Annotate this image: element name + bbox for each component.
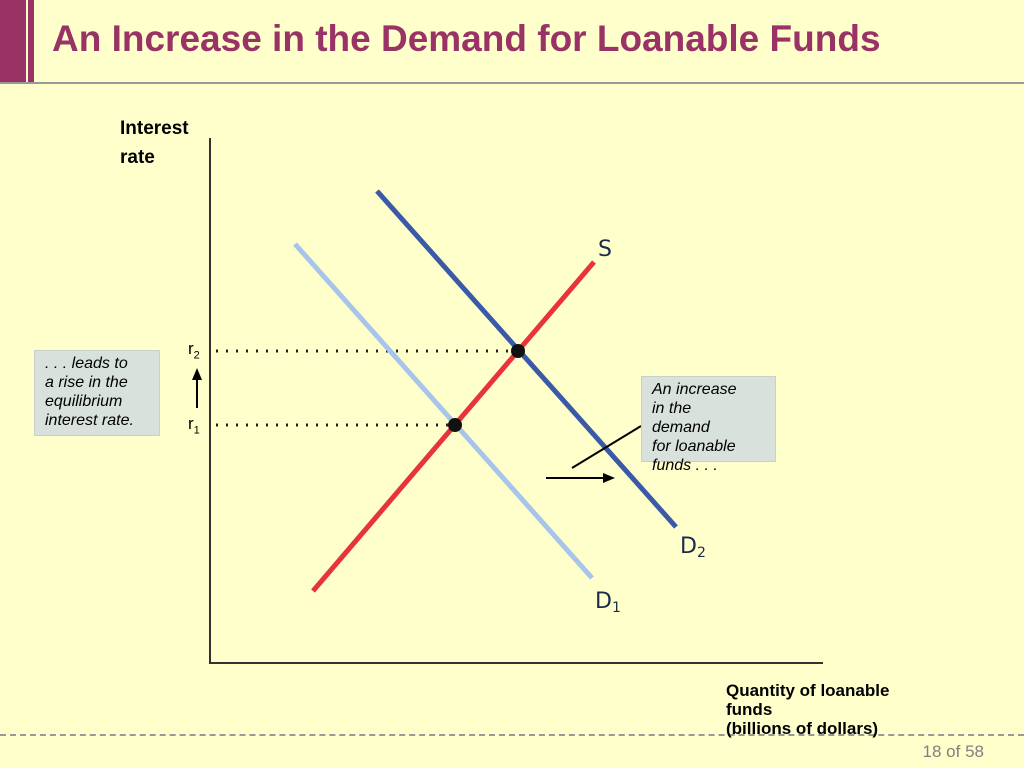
header-decoration-stripe [28, 0, 34, 82]
callout-rise-interest-rate: . . . leads to a rise in the equilibrium… [34, 350, 160, 436]
callout-increase-in-demand: An increase in the demand for loanable f… [641, 376, 776, 474]
callout-pointer [571, 425, 642, 469]
r2-label: r2 [188, 339, 200, 362]
rise-arrow-head [192, 368, 202, 380]
demand2-label: D2 [680, 534, 706, 561]
footer-divider [0, 734, 1024, 736]
y-axis-label: Interest rate [120, 118, 189, 168]
page-number: 18 of 58 [922, 742, 984, 761]
equilibrium-point-2 [511, 344, 525, 358]
slide-title: An Increase in the Demand for Loanable F… [52, 18, 881, 59]
shift-arrow-head [603, 473, 615, 483]
supply-label: S [598, 237, 612, 262]
x-axis-label: Quantity of loanable funds (billions of … [726, 681, 890, 738]
header-decoration-bar [0, 0, 26, 82]
r1-label: r1 [188, 414, 200, 437]
demand1-label: D1 [595, 589, 621, 616]
demand-curve-d1 [293, 242, 594, 580]
title-divider [0, 82, 1024, 84]
demand-curve-d2 [375, 189, 678, 529]
equilibrium-point-1 [448, 418, 462, 432]
